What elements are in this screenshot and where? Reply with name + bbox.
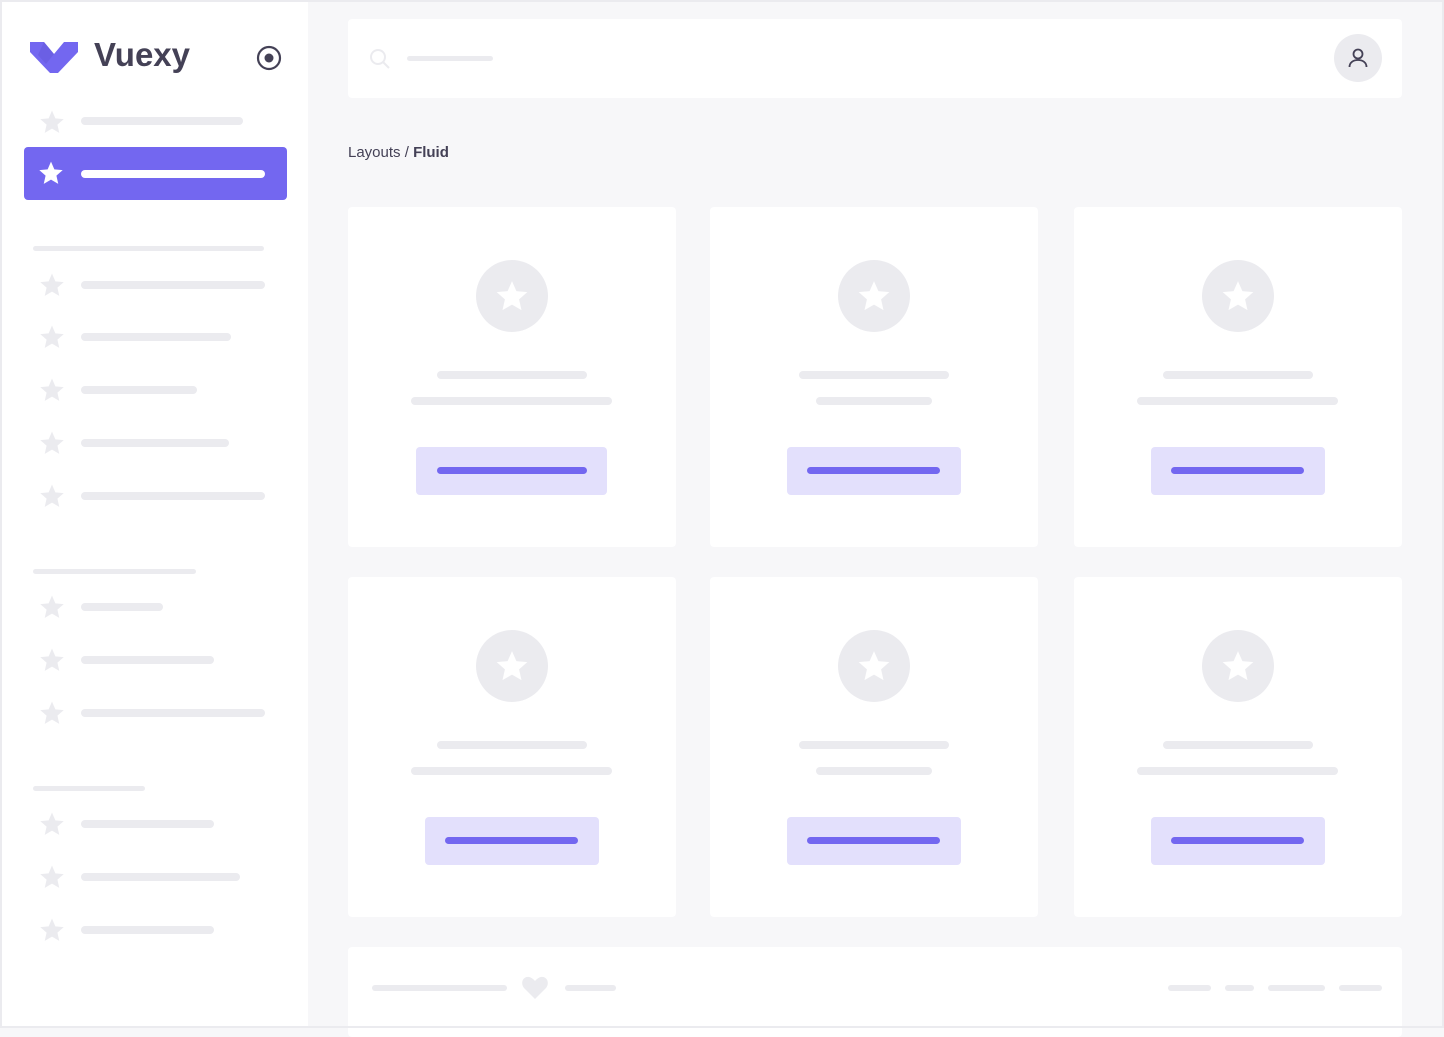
sidebar-item-placeholder[interactable] — [81, 281, 265, 289]
sidebar-item-placeholder[interactable] — [81, 333, 231, 341]
footer — [348, 947, 1402, 1037]
star-icon — [1221, 279, 1255, 313]
star-icon — [857, 279, 891, 313]
sidebar: Vuexy — [2, 2, 308, 1026]
star-icon — [39, 811, 65, 837]
sidebar-item-label-placeholder — [81, 170, 265, 178]
breadcrumb-parent[interactable]: Layouts — [348, 144, 401, 161]
star-icon — [39, 430, 65, 456]
card — [348, 207, 676, 547]
card-text-placeholder — [411, 397, 612, 405]
brand-name: Vuexy — [94, 36, 191, 73]
card-title-placeholder — [437, 741, 587, 749]
card-avatar — [476, 630, 548, 702]
card — [1074, 577, 1402, 917]
card-text-placeholder — [1137, 767, 1338, 775]
star-icon — [39, 483, 65, 509]
sidebar-item-placeholder[interactable] — [81, 603, 163, 611]
vuexy-logo-icon — [30, 42, 78, 73]
star-icon — [38, 160, 64, 186]
card-avatar — [838, 260, 910, 332]
user-avatar[interactable] — [1334, 34, 1382, 82]
card-button[interactable] — [1151, 447, 1325, 495]
sidebar-item-placeholder[interactable] — [81, 492, 265, 500]
sidebar-item-placeholder[interactable] — [81, 439, 229, 447]
card-avatar — [1202, 630, 1274, 702]
footer-link-placeholder[interactable] — [1225, 985, 1254, 991]
card-button[interactable] — [425, 817, 599, 865]
card-title-placeholder — [1163, 741, 1313, 749]
card-avatar — [476, 260, 548, 332]
search-input-placeholder[interactable] — [407, 56, 493, 61]
card-button[interactable] — [787, 447, 961, 495]
star-icon — [495, 649, 529, 683]
footer-text-placeholder — [565, 985, 616, 991]
section-header-placeholder — [33, 569, 196, 574]
card — [348, 577, 676, 917]
footer-link-placeholder[interactable] — [1339, 985, 1382, 991]
sidebar-item-placeholder[interactable] — [81, 117, 243, 125]
card — [1074, 207, 1402, 547]
star-icon — [39, 109, 65, 135]
star-icon — [39, 917, 65, 943]
star-icon — [39, 377, 65, 403]
footer-text-placeholder — [372, 985, 507, 991]
card-title-placeholder — [1163, 371, 1313, 379]
card-title-placeholder — [799, 741, 949, 749]
card-title-placeholder — [437, 371, 587, 379]
card — [710, 207, 1038, 547]
star-icon — [39, 594, 65, 620]
search-icon[interactable] — [369, 48, 391, 70]
card-title-placeholder — [799, 371, 949, 379]
radio-circle-icon[interactable] — [256, 45, 282, 71]
card-button[interactable] — [416, 447, 607, 495]
card-button[interactable] — [1151, 817, 1325, 865]
card — [710, 577, 1038, 917]
section-header-placeholder — [33, 786, 145, 791]
star-icon — [39, 647, 65, 673]
footer-link-placeholder[interactable] — [1168, 985, 1211, 991]
card-text-placeholder — [411, 767, 612, 775]
sidebar-item-placeholder[interactable] — [81, 656, 214, 664]
footer-link-placeholder[interactable] — [1268, 985, 1325, 991]
card-text-placeholder — [816, 767, 932, 775]
star-icon — [495, 279, 529, 313]
card-text-placeholder — [1137, 397, 1338, 405]
star-icon — [857, 649, 891, 683]
section-header-placeholder — [33, 246, 264, 251]
star-icon — [39, 324, 65, 350]
card-avatar — [1202, 260, 1274, 332]
breadcrumb: Layouts / Fluid — [348, 144, 449, 161]
sidebar-item-placeholder[interactable] — [81, 926, 214, 934]
sidebar-item-placeholder[interactable] — [81, 820, 214, 828]
heart-icon — [522, 976, 548, 999]
breadcrumb-current: Fluid — [413, 144, 449, 161]
sidebar-item-placeholder[interactable] — [81, 873, 240, 881]
star-icon — [39, 864, 65, 890]
card-text-placeholder — [816, 397, 932, 405]
user-icon — [1348, 48, 1368, 68]
sidebar-item-active[interactable] — [24, 147, 287, 200]
star-icon — [39, 272, 65, 298]
breadcrumb-separator: / — [400, 144, 414, 161]
star-icon — [39, 700, 65, 726]
star-icon — [1221, 649, 1255, 683]
sidebar-item-placeholder[interactable] — [81, 709, 265, 717]
card-avatar — [838, 630, 910, 702]
card-button[interactable] — [787, 817, 961, 865]
top-navbar — [348, 19, 1402, 98]
sidebar-item-placeholder[interactable] — [81, 386, 197, 394]
